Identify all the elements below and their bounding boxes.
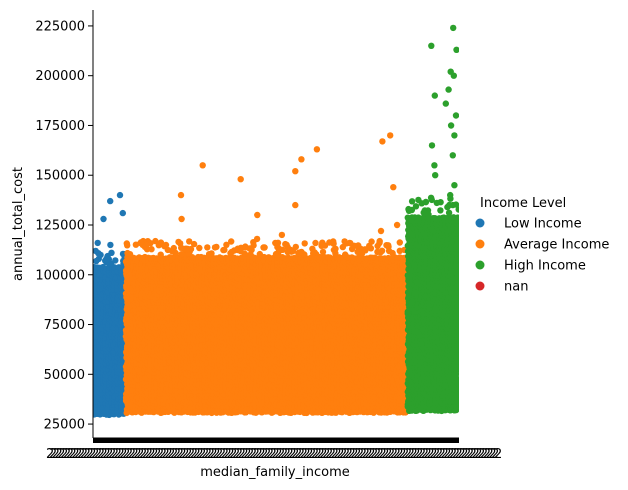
outlier-point (100, 215, 107, 223)
outlier-point (116, 191, 124, 199)
data-point (112, 257, 119, 264)
outlier-point (97, 251, 104, 259)
data-point (103, 255, 110, 263)
outlier-point (93, 247, 99, 255)
outlier-point (94, 239, 101, 247)
outlier-point (107, 197, 114, 205)
data-point (93, 257, 100, 265)
data-points (93, 24, 459, 419)
outlier-point (119, 209, 127, 217)
data-point (108, 249, 115, 256)
outlier-point (107, 241, 114, 249)
